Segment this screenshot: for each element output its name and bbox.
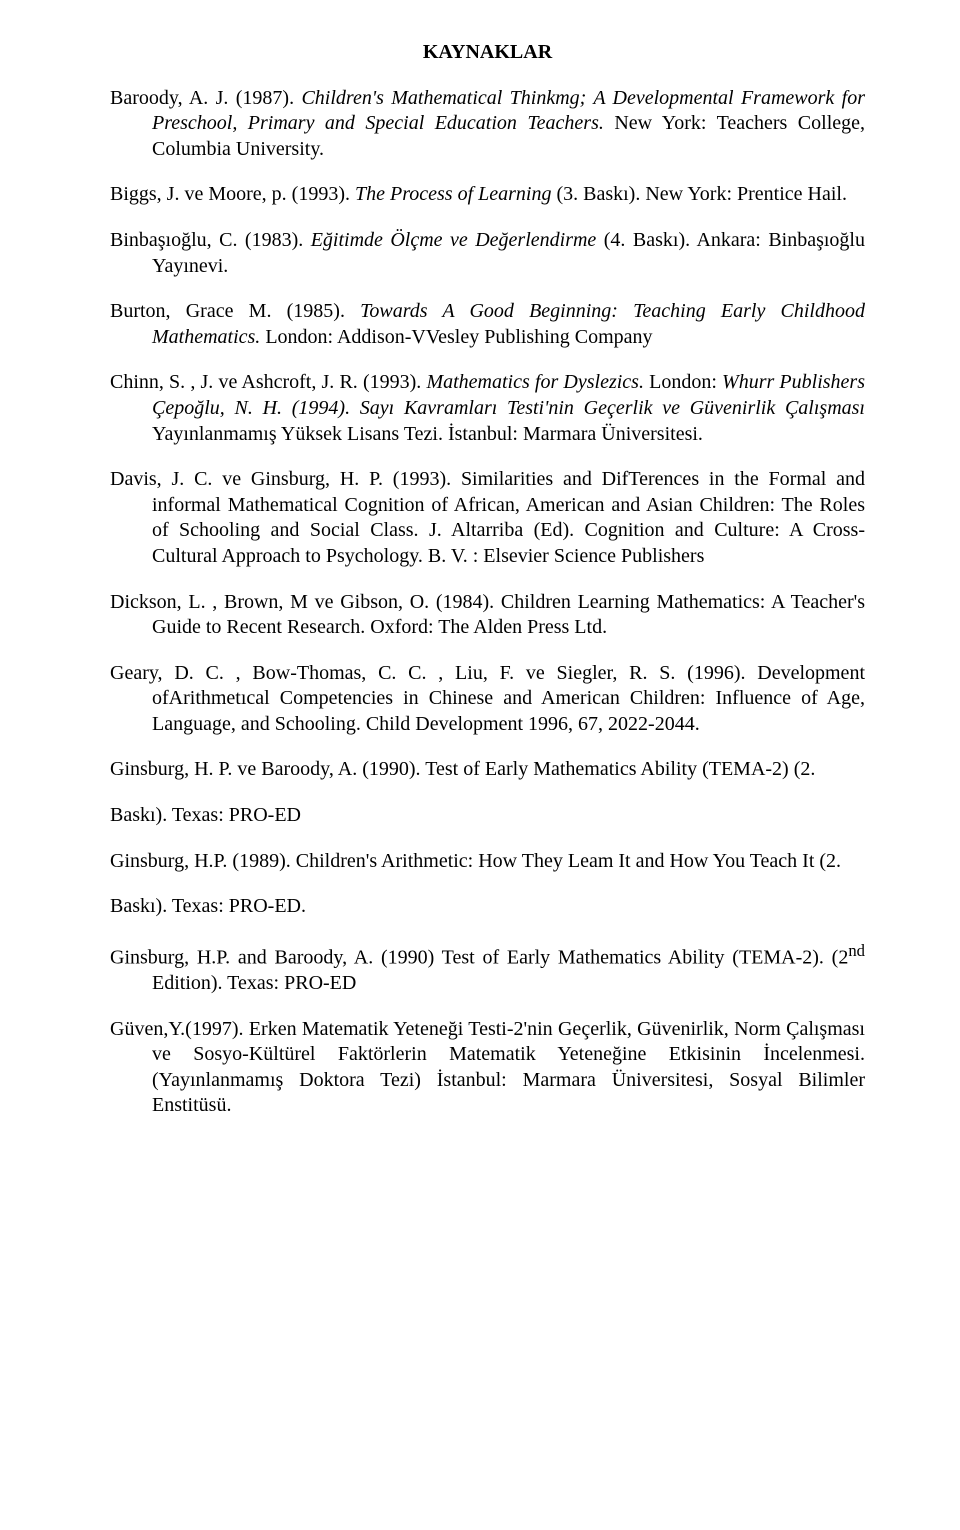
reference-superscript: nd	[848, 941, 865, 960]
reference-italic: The Process of Learning	[355, 183, 556, 205]
reference-pre: Ginsburg, H.P. and Baroody, A. (1990) Te…	[110, 947, 848, 969]
reference-item: Ginsburg, H.P. (1989). Children's Arithm…	[110, 849, 865, 875]
reference-italic: Eğitimde Ölçme ve Değerlendirme	[311, 229, 604, 251]
reference-post: Children's Arithmetic: How They Leam It …	[296, 850, 841, 872]
reference-item: Ginsburg, H. P. ve Baroody, A. (1990). T…	[110, 757, 865, 783]
reference-item: Chinn, S. , J. ve Ashcroft, J. R. (1993)…	[110, 370, 865, 447]
reference-italic: Mathematics for Dyslezics.	[426, 371, 649, 393]
reference-pre: Baskı). Texas: PRO-ED.	[110, 895, 306, 917]
reference-pre: Binbaşıoğlu, C. (1983).	[110, 229, 311, 251]
reference-post: Child Development 1996, 67, 2022-2044.	[366, 713, 700, 735]
reference-pre: Biggs, J. ve Moore, p. (1993).	[110, 183, 355, 205]
reference-item: Geary, D. C. , Bow-Thomas, C. C. , Liu, …	[110, 661, 865, 738]
reference-pre: Güven,Y.(1997).	[110, 1018, 249, 1040]
reference-item: Baroody, A. J. (1987). Children's Mathem…	[110, 86, 865, 163]
reference-post-pre: London:	[649, 371, 722, 393]
reference-post: Test of Early Mathematics Ability (TEMA-…	[425, 758, 815, 780]
reference-list: Baroody, A. J. (1987). Children's Mathem…	[110, 86, 865, 1119]
reference-pre: Dickson, L. , Brown, M ve Gibson, O. (19…	[110, 591, 501, 613]
reference-item: Ginsburg, H.P. and Baroody, A. (1990) Te…	[110, 940, 865, 997]
reference-pre: Ginsburg, H. P. ve Baroody, A. (1990).	[110, 758, 425, 780]
reference-post: Erken Matematik Yeteneği Testi-2'nin Geç…	[152, 1018, 865, 1117]
reference-post: Yayınlanmamış Yüksek Lisans Tezi. İstanb…	[152, 423, 703, 445]
reference-item: Davis, J. C. ve Ginsburg, H. P. (1993). …	[110, 467, 865, 569]
reference-item: Baskı). Texas: PRO-ED	[110, 803, 865, 829]
reference-item: Binbaşıoğlu, C. (1983). Eğitimde Ölçme v…	[110, 228, 865, 279]
reference-pre: Burton, Grace M. (1985).	[110, 300, 360, 322]
reference-item: Burton, Grace M. (1985). Towards A Good …	[110, 299, 865, 350]
reference-pre: Chinn, S. , J. ve Ashcroft, J. R. (1993)…	[110, 371, 426, 393]
reference-post: (3. Baskı). New York: Prentice Hail.	[556, 183, 847, 205]
reference-pre: Baroody, A. J. (1987).	[110, 87, 301, 109]
page-title: KAYNAKLAR	[110, 40, 865, 66]
reference-post-sup: Edition). Texas: PRO-ED	[152, 972, 356, 994]
reference-pre: Ginsburg, H.P. (1989).	[110, 850, 296, 872]
reference-item: Güven,Y.(1997). Erken Matematik Yeteneği…	[110, 1017, 865, 1119]
reference-item: Biggs, J. ve Moore, p. (1993). The Proce…	[110, 182, 865, 208]
reference-item: Dickson, L. , Brown, M ve Gibson, O. (19…	[110, 590, 865, 641]
reference-pre: Baskı). Texas: PRO-ED	[110, 804, 301, 826]
reference-post: London: Addison-VVesley Publishing Compa…	[265, 326, 652, 348]
reference-item: Baskı). Texas: PRO-ED.	[110, 894, 865, 920]
